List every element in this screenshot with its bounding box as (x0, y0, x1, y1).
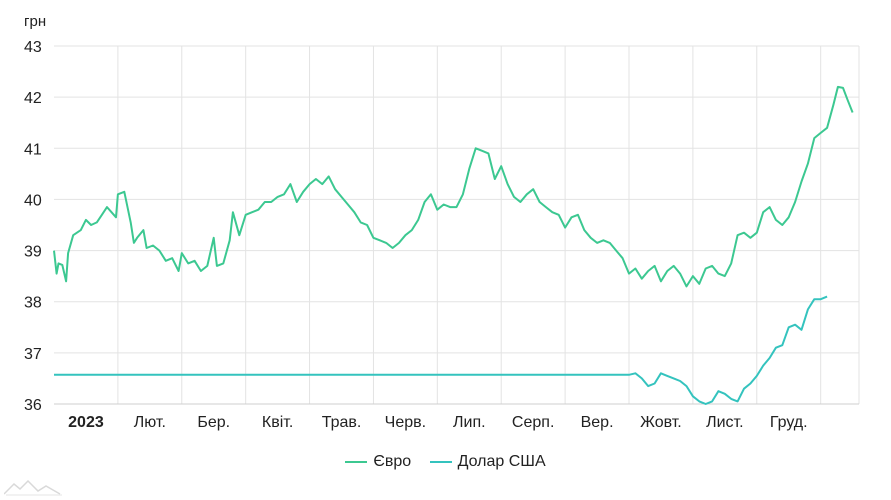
x-tick-label: Трав. (322, 414, 362, 431)
watermark-logo-icon (4, 479, 62, 496)
y-tick-label: 42 (24, 90, 42, 107)
x-tick-label: Лют. (134, 414, 166, 431)
x-tick-label: Квіт. (262, 414, 293, 431)
x-axis: 2023 Лют. Бер. Квіт. Трав. Черв. Лип. Серп. Вер.… (68, 414, 807, 431)
series-line-0[interactable] (53, 85, 854, 288)
x-tick-label: Лист. (706, 414, 743, 431)
y-tick-label: 43 (24, 39, 42, 56)
y-tick-label: 38 (24, 295, 42, 312)
y-tick-label: 37 (24, 346, 42, 363)
legend-item-euro[interactable]: Євро (345, 453, 411, 471)
y-tick-label: 36 (24, 397, 42, 414)
legend-swatch-usd (429, 461, 452, 463)
x-tick-label: Серп. (512, 414, 554, 431)
legend-swatch-euro (345, 461, 368, 463)
series-line-1[interactable] (54, 295, 828, 405)
x-tick-label: Жовт. (640, 414, 682, 431)
y-tick-label: 39 (24, 244, 42, 261)
x-tick-label: Черв. (385, 414, 426, 431)
x-tick-label: Бер. (197, 414, 230, 431)
y-axis-unit-label: грн (24, 13, 46, 30)
series-lines (53, 85, 854, 405)
x-tick-label: Вер. (581, 414, 614, 431)
y-tick-label: 40 (24, 192, 42, 209)
legend-label-usd: Долар США (457, 453, 546, 470)
y-tick-label: 41 (24, 141, 42, 158)
y-axis: 36 37 38 39 40 41 42 43 (24, 39, 42, 414)
x-tick-label: 2023 (68, 414, 104, 431)
legend-item-usd[interactable]: Долар США (429, 453, 546, 471)
x-tick-label: Груд. (770, 414, 808, 431)
legend: Євро Долар США (0, 450, 891, 471)
x-tick-label: Лип. (453, 414, 486, 431)
grid (54, 45, 860, 405)
legend-label-euro: Євро (373, 453, 412, 470)
